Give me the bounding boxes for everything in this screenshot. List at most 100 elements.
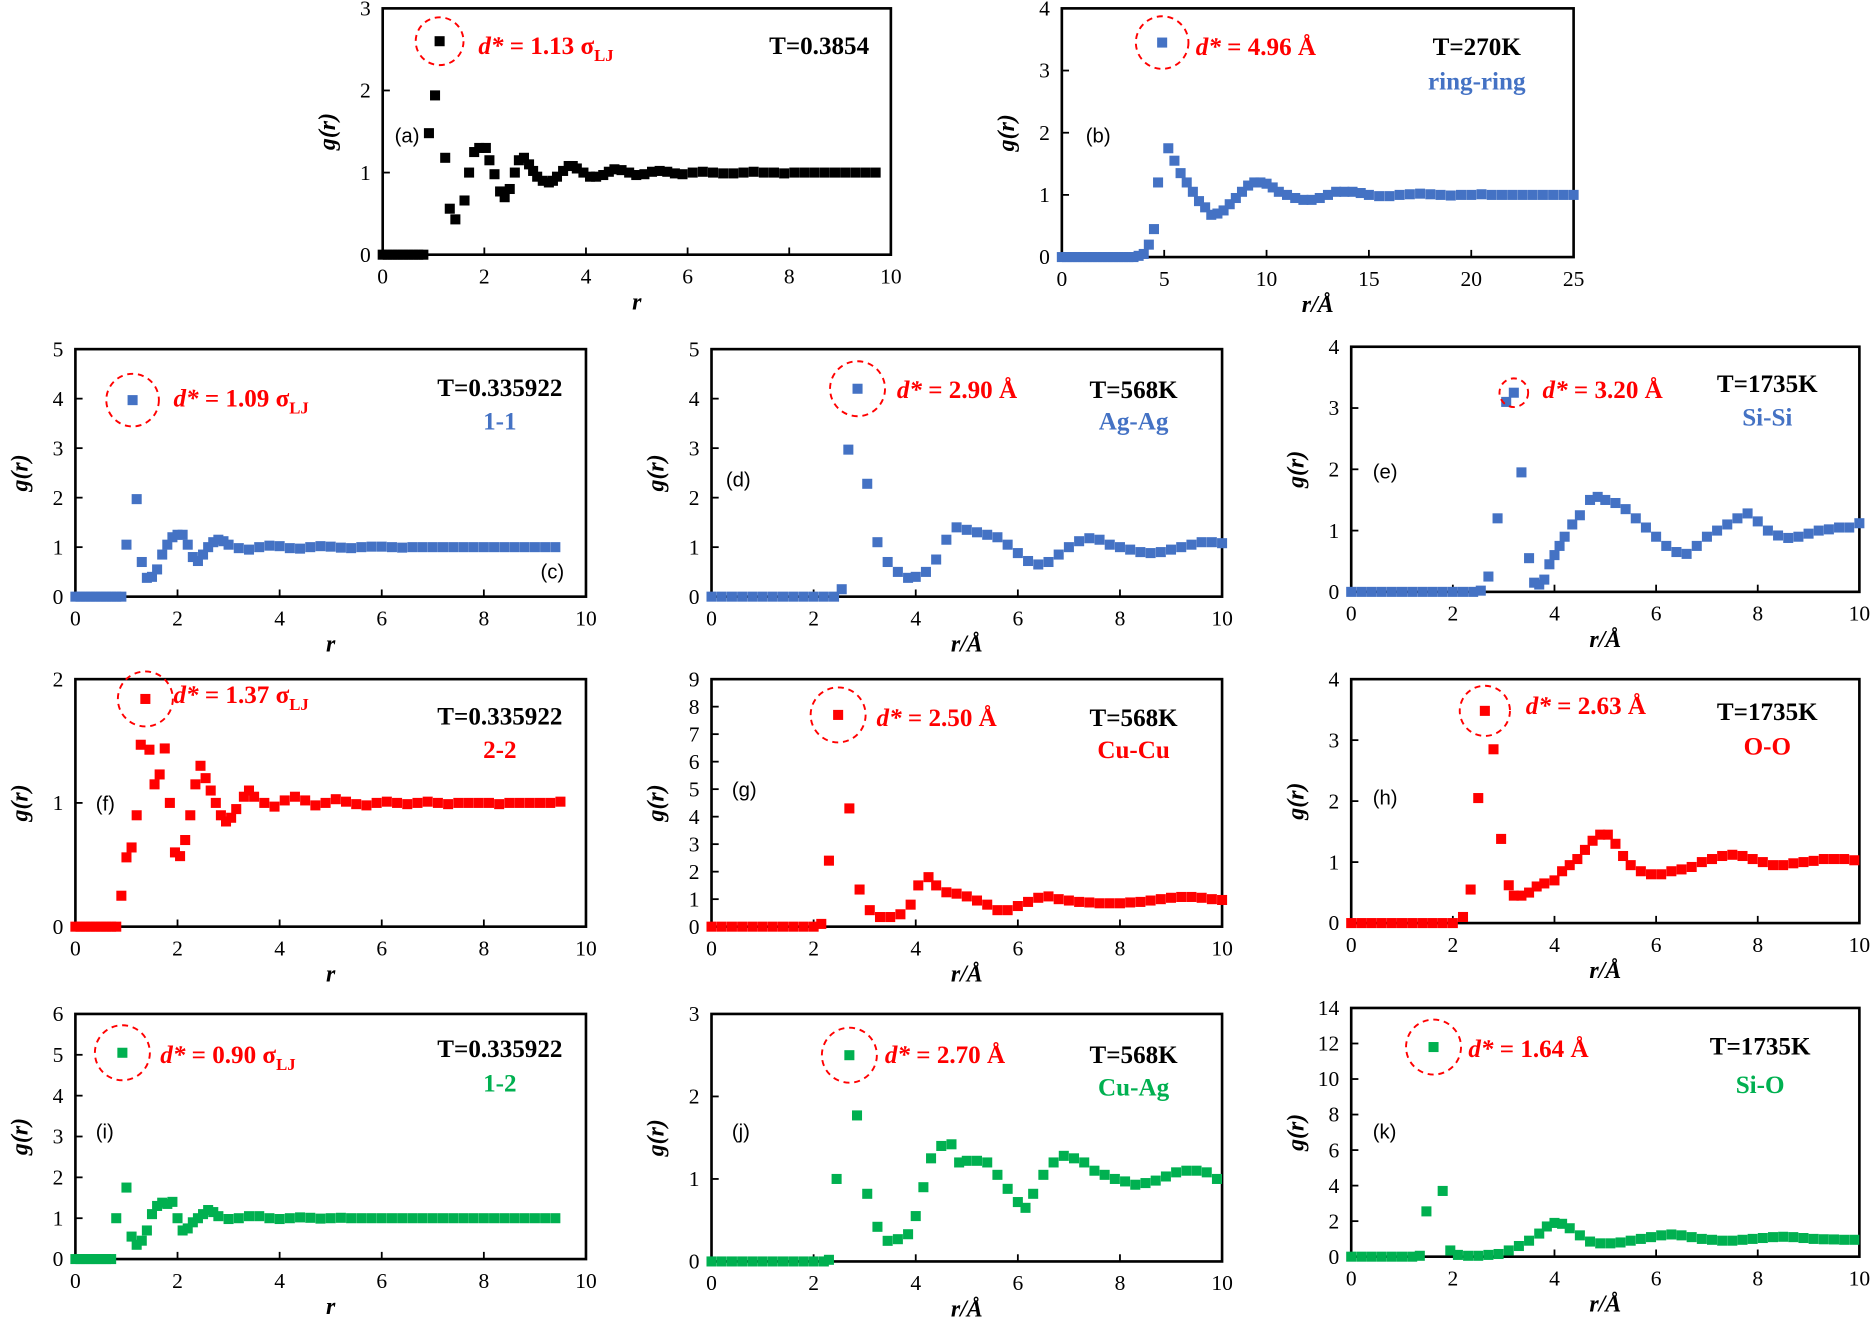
y-tick-label: 3 — [53, 436, 64, 460]
data-point — [1516, 467, 1527, 478]
y-tick-label: 2 — [53, 1166, 64, 1190]
x-tick-label: 0 — [70, 936, 81, 960]
d-star-highlight-circle — [1498, 377, 1530, 409]
data-point — [862, 478, 873, 489]
data-point — [1557, 1218, 1568, 1229]
y-tick-label: 8 — [1328, 1103, 1339, 1127]
data-point — [1138, 248, 1149, 259]
data-point — [1186, 539, 1197, 550]
data-point — [121, 539, 132, 550]
d-star-value: = 1.64 Å — [1493, 1035, 1588, 1063]
data-point — [75, 921, 86, 932]
data-point — [175, 851, 186, 862]
panel-label: (i) — [96, 1121, 114, 1143]
data-point — [992, 1169, 1003, 1180]
data-point — [180, 835, 191, 846]
data-series — [70, 395, 561, 602]
data-point — [1314, 192, 1325, 204]
data-point — [1435, 189, 1446, 200]
data-point — [1002, 539, 1013, 550]
data-point — [1163, 143, 1174, 154]
y-tick-label: 1 — [1328, 519, 1339, 543]
data-point — [205, 785, 216, 796]
data-point — [829, 591, 840, 602]
panel-j: 0 2 4 6 8 10 0 1 2 3 r/Å g(r) (j) d* = 2.70 Å T=568K Cu… — [644, 1002, 1233, 1322]
data-point — [126, 842, 137, 853]
data-point — [1356, 586, 1367, 597]
y-tick-label: 0 — [1328, 1245, 1339, 1269]
d-star-annotation: d* = 1.37 σLJ — [173, 682, 308, 714]
data-point — [208, 537, 219, 548]
d-star-symbol: d* — [173, 386, 199, 413]
data-point — [1217, 538, 1228, 549]
data-point — [106, 1254, 117, 1265]
data-point — [386, 1213, 397, 1224]
data-point — [144, 744, 155, 755]
data-point — [1793, 531, 1804, 542]
d-star-symbol: d* — [1543, 377, 1569, 404]
data-point — [366, 541, 377, 552]
data-point — [1493, 1248, 1504, 1260]
data-point — [167, 532, 178, 543]
temperature-label: T=568K — [1089, 377, 1178, 404]
data-point — [1437, 1185, 1448, 1196]
data-point — [154, 769, 165, 780]
data-point — [697, 166, 708, 177]
data-point — [1038, 1169, 1049, 1180]
data-point — [1681, 548, 1692, 559]
data-point — [910, 1211, 921, 1222]
data-point — [706, 591, 717, 602]
y-tick-label: 3 — [1328, 396, 1339, 420]
x-axis-label: r/Å — [1589, 627, 1621, 653]
data-point — [1376, 586, 1387, 597]
data-point — [1012, 1197, 1023, 1208]
x-tick-label: 2 — [172, 1269, 183, 1293]
data-series — [706, 709, 1228, 932]
y-tick-label: 0 — [1328, 911, 1339, 935]
data-point — [737, 591, 748, 602]
x-tick-label: 4 — [910, 936, 921, 960]
data-point — [203, 1205, 214, 1216]
pair-label: Ag-Ag — [1099, 408, 1169, 435]
data-point — [798, 1256, 809, 1267]
data-point — [450, 214, 461, 225]
data-point — [1483, 571, 1494, 582]
data-point — [1646, 869, 1657, 880]
data-point — [518, 152, 529, 163]
data-point — [200, 773, 211, 784]
x-tick-label: 0 — [1056, 267, 1067, 291]
data-point — [1788, 858, 1799, 869]
data-point — [1468, 586, 1479, 597]
data-point — [757, 591, 768, 602]
data-point — [767, 1256, 778, 1267]
data-point — [1217, 894, 1228, 906]
data-point — [231, 804, 242, 815]
data-point — [1732, 513, 1743, 524]
y-tick-label: 6 — [53, 1002, 64, 1026]
data-point — [70, 921, 81, 932]
data-point — [1839, 854, 1850, 865]
data-point — [172, 1213, 183, 1224]
data-point — [203, 542, 214, 553]
data-point — [315, 541, 326, 552]
data-point — [1033, 892, 1044, 903]
data-point — [397, 542, 408, 553]
data-point — [387, 249, 398, 260]
y-axis-label: g(r) — [644, 454, 670, 492]
d-star-annotation: d* = 2.90 Å — [897, 376, 1017, 404]
data-point — [407, 542, 418, 553]
pair-label: ring-ring — [1428, 69, 1526, 96]
y-tick-label: 4 — [1328, 335, 1339, 359]
data-point — [1092, 252, 1103, 263]
data-point — [192, 555, 203, 567]
data-point — [545, 797, 556, 808]
d-star-value: = 2.50 Å — [902, 704, 997, 732]
x-tick-label: 10 — [575, 606, 597, 630]
data-point — [164, 797, 175, 808]
data-point — [1727, 849, 1738, 860]
data-point — [1592, 491, 1603, 502]
d-star-annotation: d* = 2.50 Å — [877, 704, 997, 732]
data-point — [208, 1207, 219, 1218]
data-point — [1849, 1234, 1860, 1245]
data-point — [1554, 540, 1565, 551]
